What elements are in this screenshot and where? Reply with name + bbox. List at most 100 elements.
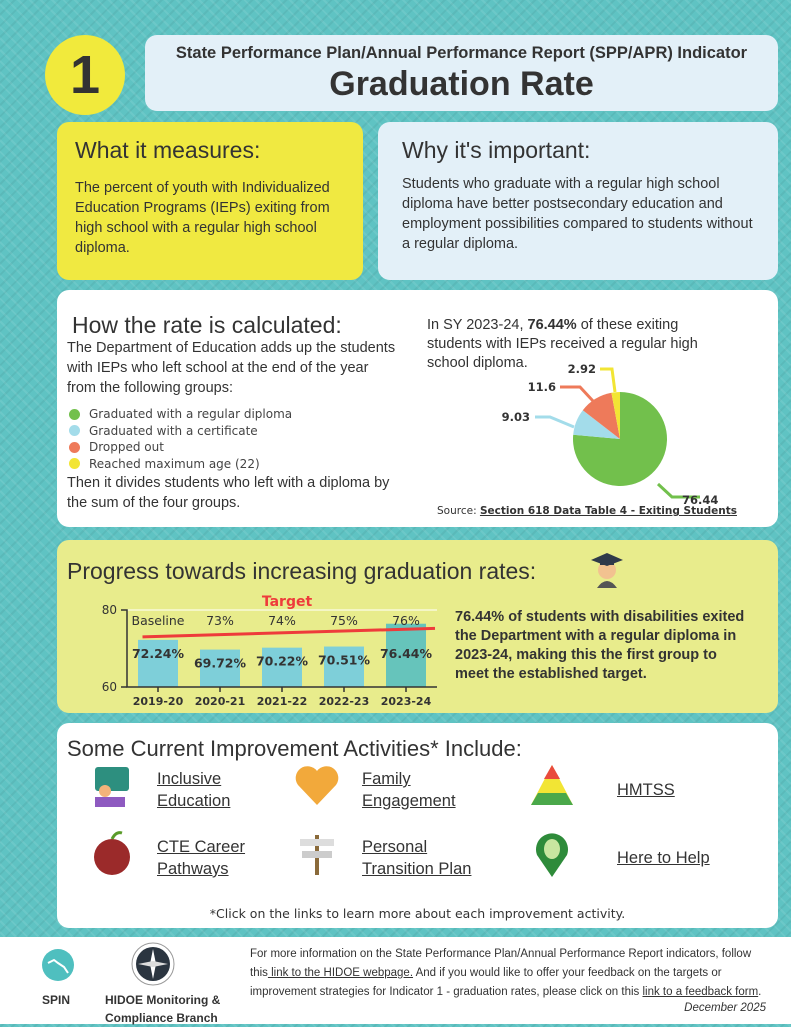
legend-item: Graduated with a certificate — [69, 423, 292, 440]
x-tick-label: 2020-21 — [195, 695, 246, 708]
activity-link[interactable]: HMTSS — [617, 779, 675, 801]
activity-line-1: Family — [362, 770, 411, 788]
pie-leader-line — [656, 482, 700, 499]
date: December 2025 — [684, 1002, 766, 1014]
axes — [121, 609, 437, 688]
activity-link[interactable]: CTE Career Pathways — [157, 836, 245, 880]
legend-dot — [69, 408, 80, 420]
y-tick-label: 80 — [102, 603, 117, 617]
activity-line-1: Here to Help — [617, 849, 710, 867]
bar — [386, 623, 426, 687]
map-pin-leaf-icon[interactable] — [527, 829, 577, 879]
branch-line-2: Compliance Branch — [105, 1011, 218, 1025]
signpost-icon[interactable] — [292, 829, 342, 879]
target-label: 76% — [392, 613, 420, 628]
target-title: Target — [262, 594, 313, 610]
activity-line-1: CTE Career — [157, 838, 246, 856]
activity-line-2: Pathways — [157, 860, 229, 878]
progress-text: 76.44% of students with disabilities exi… — [455, 608, 745, 684]
legend-item: Dropped out — [69, 439, 292, 456]
bar — [324, 646, 364, 687]
activities-note: *Click on the links to learn more about … — [209, 906, 626, 921]
pie-caption-post: of these exiting students with IEPs rece… — [427, 317, 698, 371]
pie-slice — [582, 392, 620, 439]
activity-line-1: HMTSS — [617, 781, 675, 799]
bar-value-label: 72.24% — [132, 646, 185, 661]
x-tick-label: 2019-20 — [133, 695, 184, 708]
pie-leader-line — [535, 415, 575, 429]
activity-line-1: Inclusive — [157, 770, 222, 788]
pie-label: 9.03 — [502, 410, 530, 424]
spin-logo-icon — [42, 949, 74, 981]
activity-link[interactable]: Family Engagement — [362, 768, 456, 812]
x-tick-label: 2021-22 — [257, 695, 308, 708]
source-label: Source: — [437, 505, 477, 517]
pyramid-icon[interactable] — [527, 761, 577, 811]
activity-line-2: Education — [157, 792, 231, 810]
legend-dot — [69, 441, 80, 453]
graduate-icon — [591, 553, 623, 588]
source: Source: Section 618 Data Table 4 - Exiti… — [437, 505, 737, 517]
important-text: Students who graduate with a regular hig… — [402, 176, 753, 252]
x-tick-label: 2023-24 — [381, 695, 432, 708]
indicator-number: 1 — [45, 35, 125, 115]
title-box: State Performance Plan/Annual Performanc… — [145, 35, 778, 111]
legend-dot — [69, 425, 80, 437]
source-link[interactable]: Section 618 Data Table 4 - Exiting Stude… — [479, 505, 737, 517]
bar — [200, 649, 240, 687]
footer-text: For more information on the State Perfor… — [250, 945, 770, 1002]
pie-label: 2.92 — [568, 362, 596, 376]
bar-chart: 72.24% Baseline 2019-20 69.72% 73% 2020-21 70.… — [102, 594, 437, 708]
handshake-heart-icon[interactable] — [292, 761, 342, 811]
bar — [262, 647, 302, 687]
bar-value-label: 70.22% — [256, 654, 309, 669]
target-line — [142, 626, 436, 639]
progress-box: Progress towards increasing graduation r… — [57, 540, 778, 713]
activity-line-2: Engagement — [362, 792, 456, 810]
activities-heading: Some Current Improvement Activities* Inc… — [67, 736, 522, 761]
target-label: 74% — [268, 613, 296, 628]
legend-item: Reached maximum age (22) — [69, 456, 292, 473]
progress-text-bold: 76.44% — [455, 609, 505, 625]
legend-label: Graduated with a certificate — [89, 423, 258, 438]
y-tick-label: 60 — [102, 680, 117, 694]
subtitle: State Performance Plan/Annual Performanc… — [175, 44, 748, 62]
pie-chart: 76.44 9.03 11.6 2.92 — [502, 362, 719, 505]
legend: Graduated with a regular diploma Graduate… — [69, 406, 292, 472]
legend-dot — [69, 458, 80, 470]
progress-heading: Progress towards increasing graduation r… — [67, 558, 537, 584]
bar-value-label: 76.44% — [380, 646, 433, 661]
teacher-icon[interactable] — [87, 761, 137, 811]
pie-slice — [611, 392, 620, 439]
legend-label: Graduated with a regular diploma — [89, 407, 293, 422]
activity-link[interactable]: Here to Help — [617, 847, 710, 869]
pie-caption: In SY 2023-24, 76.44% of these exiting s… — [427, 316, 727, 373]
footer-text-1: For more information on the State Perfor… — [250, 948, 752, 979]
calc-intro: The Department of Education adds up the … — [67, 340, 396, 396]
footer-text-2: And if you would like to offer your feed… — [250, 967, 722, 998]
why-important-box: Why it's important: Students who graduat… — [378, 122, 778, 280]
legend-label: Reached maximum age (22) — [89, 456, 260, 471]
legend-item: Graduated with a regular diploma — [69, 406, 292, 423]
activity-link[interactable]: Personal Transition Plan — [362, 836, 471, 880]
bar-value-label: 70.51% — [318, 653, 371, 668]
what-it-measures-box: What it measures: The percent of youth w… — [57, 122, 363, 280]
pie-label: 76.44 — [682, 493, 718, 505]
apple-globe-icon[interactable] — [87, 829, 137, 879]
bar-value-label: 69.72% — [194, 656, 247, 671]
calc-heading: How the rate is calculated: — [72, 312, 342, 338]
branch-label: HIDOE Monitoring & Compliance Branch — [105, 991, 220, 1027]
compass-logo-icon — [131, 942, 175, 986]
activities-box: Some Current Improvement Activities* Inc… — [57, 723, 778, 928]
footer: SPIN HIDOE Monitoring & Compliance Branch… — [0, 937, 791, 1027]
hidoe-webpage-link[interactable]: link to the HIDOE webpage. — [267, 967, 414, 979]
pie-leader-line — [600, 367, 617, 393]
pie-label: 11.6 — [528, 380, 556, 394]
feedback-form-link[interactable]: link to a feedback form — [642, 986, 759, 998]
branch-line-1: HIDOE Monitoring & — [105, 993, 221, 1007]
pie-slice — [573, 410, 620, 439]
calc-outro: Then it divides students who left with a… — [67, 475, 390, 511]
activity-link[interactable]: Inclusive Education — [157, 768, 230, 812]
target-label: Baseline — [132, 613, 185, 628]
pie-caption-bold: 76.44% — [527, 317, 577, 333]
